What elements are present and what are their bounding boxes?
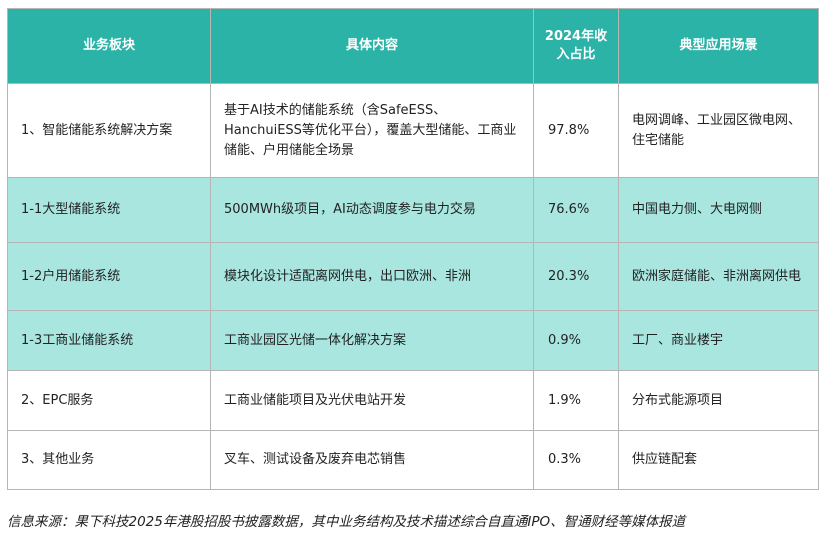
scenario-cell: 分布式能源项目 xyxy=(618,370,819,431)
header-segment: 业务板块 xyxy=(7,8,211,84)
scenario-cell: 电网调峰、工业园区微电网、住宅储能 xyxy=(618,83,819,178)
scenario-cell: 工厂、商业楼宇 xyxy=(618,310,819,371)
content-cell: 叉车、测试设备及废弃电芯销售 xyxy=(210,430,534,490)
table-row: 1-1大型储能系统 500MWh级项目，AI动态调度参与电力交易 76.6% 中… xyxy=(7,177,819,243)
segment-cell: 1-3工商业储能系统 xyxy=(7,310,211,371)
segment-cell: 1-1大型储能系统 xyxy=(7,177,211,243)
table-row: 2、EPC服务 工商业储能项目及光伏电站开发 1.9% 分布式能源项目 xyxy=(7,370,819,431)
scenario-cell: 中国电力侧、大电网侧 xyxy=(618,177,819,243)
segment-cell: 2、EPC服务 xyxy=(7,370,211,431)
segment-cell: 1-2户用储能系统 xyxy=(7,242,211,311)
share-cell: 20.3% xyxy=(533,242,619,311)
share-cell: 97.8% xyxy=(533,83,619,178)
scenario-cell: 欧洲家庭储能、非洲离网供电 xyxy=(618,242,819,311)
content-cell: 500MWh级项目，AI动态调度参与电力交易 xyxy=(210,177,534,243)
scenario-cell: 供应链配套 xyxy=(618,430,819,490)
share-cell: 1.9% xyxy=(533,370,619,431)
table-header-row: 业务板块 具体内容 2024年收入占比 典型应用场景 xyxy=(7,8,819,84)
content-cell: 工商业园区光储一体化解决方案 xyxy=(210,310,534,371)
content-cell: 工商业储能项目及光伏电站开发 xyxy=(210,370,534,431)
header-content: 具体内容 xyxy=(210,8,534,84)
table-row: 1-3工商业储能系统 工商业园区光储一体化解决方案 0.9% 工厂、商业楼宇 xyxy=(7,310,819,371)
header-scenario: 典型应用场景 xyxy=(618,8,819,84)
share-cell: 0.9% xyxy=(533,310,619,371)
table-row: 1、智能储能系统解决方案 基于AI技术的储能系统（含SafeESS、Hanchu… xyxy=(7,83,819,178)
content-cell: 模块化设计适配离网供电，出口欧洲、非洲 xyxy=(210,242,534,311)
business-segment-table: 业务板块 具体内容 2024年收入占比 典型应用场景 1、智能储能系统解决方案 … xyxy=(7,8,819,490)
segment-cell: 3、其他业务 xyxy=(7,430,211,490)
share-cell: 76.6% xyxy=(533,177,619,243)
segment-cell: 1、智能储能系统解决方案 xyxy=(7,83,211,178)
table-row: 1-2户用储能系统 模块化设计适配离网供电，出口欧洲、非洲 20.3% 欧洲家庭… xyxy=(7,242,819,311)
source-note: 信息来源：果下科技2025年港股招股书披露数据，其中业务结构及技术描述综合自直通… xyxy=(7,514,686,530)
table-row: 3、其他业务 叉车、测试设备及废弃电芯销售 0.3% 供应链配套 xyxy=(7,430,819,490)
header-revenue-share: 2024年收入占比 xyxy=(533,8,619,84)
content-cell: 基于AI技术的储能系统（含SafeESS、HanchuiESS等优化平台），覆盖… xyxy=(210,83,534,178)
share-cell: 0.3% xyxy=(533,430,619,490)
business-segment-table-container: 业务板块 具体内容 2024年收入占比 典型应用场景 1、智能储能系统解决方案 … xyxy=(7,8,819,490)
